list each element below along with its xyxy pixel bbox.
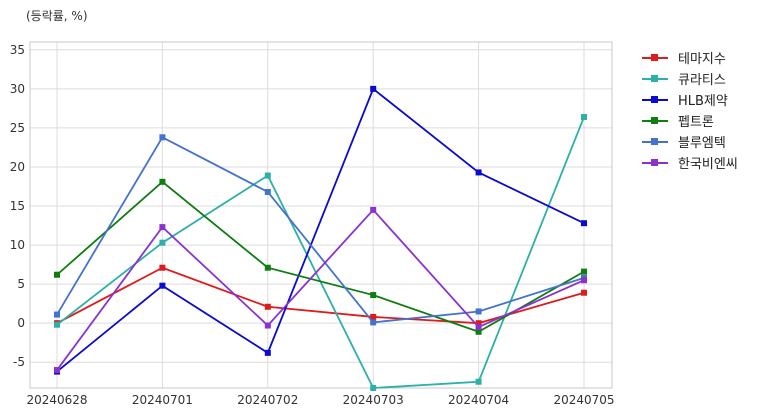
- legend-swatch: [640, 94, 670, 106]
- y-tick-label: 35: [10, 43, 25, 57]
- data-point: [581, 289, 587, 296]
- legend-label: 테마지수: [678, 52, 726, 67]
- data-point: [581, 220, 587, 227]
- legend-swatch: [640, 73, 670, 85]
- legend-item-4[interactable]: 펩트론: [640, 110, 738, 131]
- series-line: [56, 87, 585, 373]
- series-line: [56, 116, 585, 389]
- series-line: [56, 136, 585, 324]
- x-tick-labels: 20240628 20240701 20240702 20240703 20240704…: [26, 393, 614, 407]
- data-point: [370, 385, 377, 391]
- series-1: [54, 264, 587, 327]
- data-point: [54, 311, 60, 318]
- data-point: [264, 322, 271, 329]
- series-5: [54, 134, 587, 326]
- series-6: [54, 206, 587, 374]
- legend-item-6[interactable]: 한국비엔씨: [640, 152, 738, 173]
- legend-swatch: [640, 52, 670, 64]
- data-point: [264, 303, 271, 310]
- data-point: [264, 264, 271, 271]
- data-point: [159, 264, 166, 271]
- x-tick-label: 20240705: [553, 393, 614, 407]
- y-tick-label: 30: [10, 82, 25, 96]
- legend-label: HLB제약: [678, 94, 728, 109]
- y-tick-label: 5: [17, 277, 25, 291]
- y-tick-labels: -5 0 5 10 15 20 25 30 35: [10, 43, 25, 369]
- x-tick-label: 20240702: [237, 393, 298, 407]
- series-line: [56, 208, 585, 371]
- data-point: [475, 324, 482, 331]
- x-tick-label: 20240628: [26, 393, 87, 407]
- legend-label: 큐라티스: [678, 73, 726, 88]
- series-4: [54, 178, 587, 335]
- legend-item-5[interactable]: 블루엠텍: [640, 131, 738, 152]
- data-point: [475, 378, 482, 385]
- y-tick-label: 0: [17, 316, 25, 330]
- legend-swatch: [640, 136, 670, 148]
- legend-item-1[interactable]: 테마지수: [640, 47, 738, 68]
- y-tick-label: 20: [10, 160, 25, 174]
- data-point: [475, 328, 482, 335]
- data-point: [54, 367, 60, 374]
- x-tick-label: 20240701: [132, 393, 193, 407]
- y-tick-label: 15: [10, 199, 25, 213]
- data-point: [54, 271, 60, 278]
- y-tick-label: 10: [10, 238, 25, 252]
- series-3: [54, 85, 587, 375]
- legend-label: 블루엠텍: [678, 136, 726, 151]
- data-point: [370, 319, 377, 326]
- legend-label: 한국비엔씨: [678, 157, 738, 172]
- data-point: [475, 308, 482, 315]
- data-point: [159, 239, 166, 246]
- data-point: [54, 321, 60, 328]
- data-point: [264, 349, 271, 356]
- data-point: [264, 188, 271, 195]
- data-point: [370, 313, 377, 320]
- data-point: [581, 268, 587, 275]
- legend-label: 펩트론: [678, 115, 714, 130]
- data-point: [264, 172, 271, 179]
- plot-frame: [29, 41, 613, 389]
- series-line: [56, 266, 585, 325]
- data-point: [475, 320, 482, 327]
- data-point: [581, 277, 587, 284]
- legend-swatch: [640, 157, 670, 169]
- series-2: [54, 113, 587, 391]
- x-tick-label: 20240703: [343, 393, 404, 407]
- legend-item-3[interactable]: HLB제약: [640, 89, 738, 110]
- data-point: [370, 292, 377, 299]
- legend-item-2[interactable]: 큐라티스: [640, 68, 738, 89]
- grid-lines: [30, 42, 612, 388]
- data-point: [370, 85, 377, 92]
- y-tick-label: 25: [10, 121, 25, 135]
- data-point: [159, 134, 166, 141]
- series-line: [56, 180, 585, 333]
- data-point: [159, 224, 166, 231]
- data-point: [159, 282, 166, 289]
- y-axis-unit-label: (등락률, %): [26, 9, 88, 23]
- data-point: [581, 113, 587, 120]
- data-point: [475, 169, 482, 176]
- series-group: [54, 85, 587, 391]
- data-point: [370, 206, 377, 213]
- x-tick-label: 20240704: [448, 393, 509, 407]
- y-tick-label: -5: [13, 355, 25, 369]
- data-point: [159, 178, 166, 185]
- legend-swatch: [640, 115, 670, 127]
